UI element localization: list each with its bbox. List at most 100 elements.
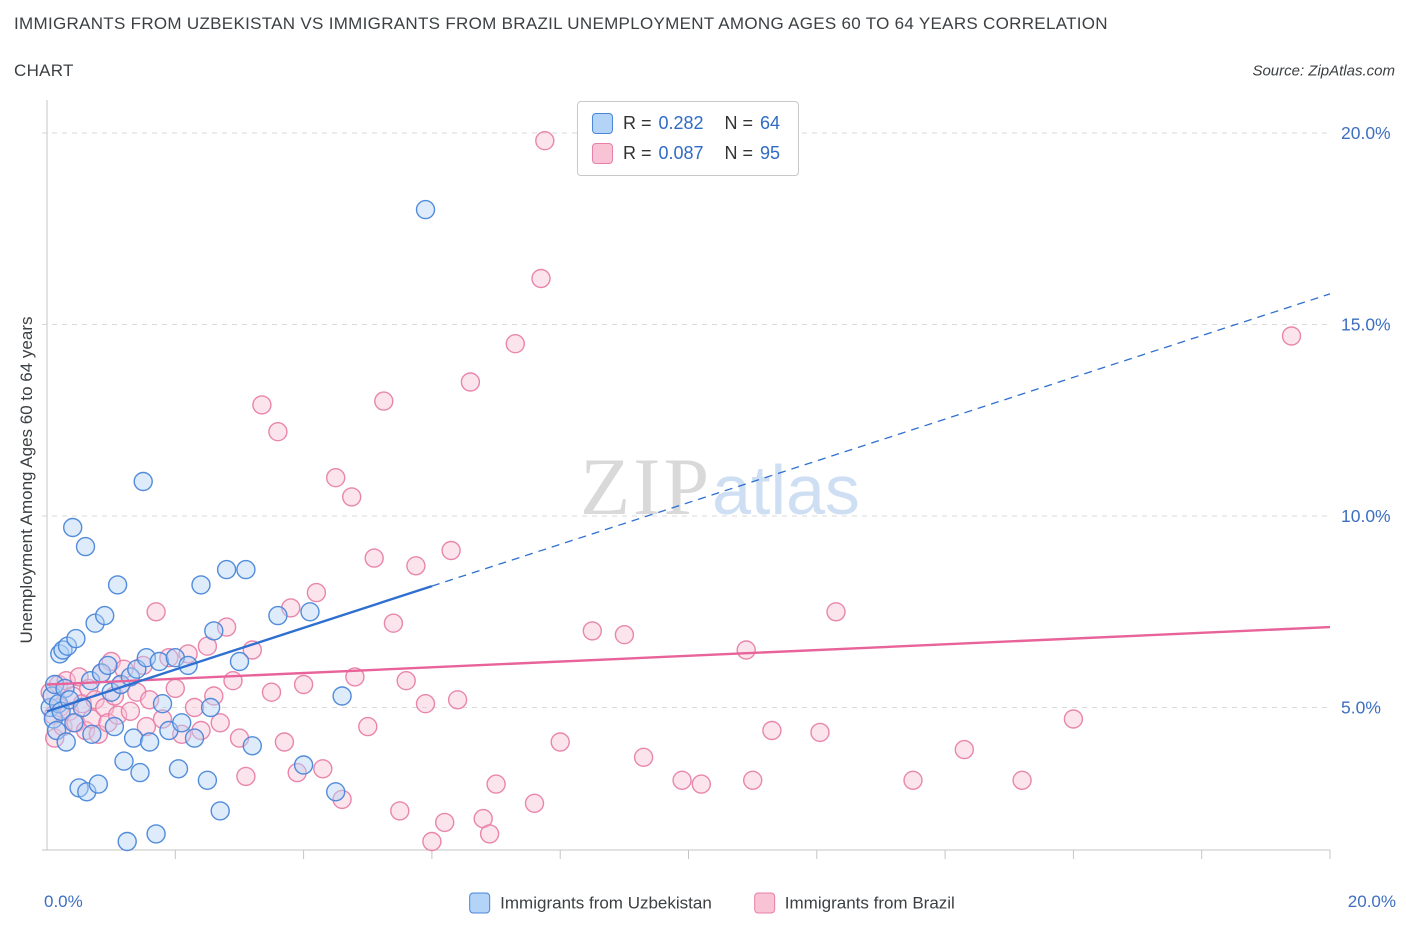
- scatter-point-uzbekistan: [88, 774, 109, 794]
- source-attribution: Source: ZipAtlas.com: [1252, 62, 1395, 80]
- scatter-point-uzbekistan: [104, 716, 125, 737]
- legend-item-brazil: Immigrants from Brazil: [753, 892, 955, 914]
- scatter-point-uzbekistan: [139, 732, 160, 752]
- scatter-point-uzbekistan: [66, 628, 86, 649]
- scatter-point-uzbekistan: [133, 471, 153, 492]
- scatter-point-uzbekistan: [200, 697, 221, 718]
- scatter-point-brazil: [633, 747, 654, 767]
- scatter-point-uzbekistan: [152, 694, 173, 714]
- scatter-point-brazil: [762, 720, 782, 741]
- r-value-brazil: 0.087: [658, 143, 704, 163]
- scatter-point-brazil: [159, 648, 179, 668]
- scatter-point-uzbekistan: [62, 517, 83, 538]
- scatter-point-uzbekistan: [191, 575, 211, 595]
- trend-line-brazil: [46, 625, 1331, 686]
- scatter-point-uzbekistan: [149, 651, 170, 672]
- scatter-point-uzbekistan: [171, 713, 192, 733]
- scatter-point-brazil: [826, 602, 846, 622]
- n-value-uzbekistan: 64: [760, 113, 781, 133]
- scatter-point-brazil: [313, 759, 333, 779]
- correlation-legend-row-brazil: R = 0.087 N = 95: [591, 143, 780, 164]
- scatter-point-uzbekistan: [94, 605, 115, 626]
- correlation-legend: R = 0.282 N = 64 R = 0.087 N = 95: [576, 101, 800, 176]
- scatter-point-brazil: [406, 556, 426, 576]
- scatter-point-brazil: [810, 722, 830, 743]
- scatter-point-brazil: [672, 770, 692, 790]
- n-label: N =: [724, 143, 753, 163]
- scatter-point-uzbekistan: [216, 559, 237, 580]
- legend-item-uzbekistan: Immigrants from Uzbekistan: [469, 892, 712, 914]
- scatter-point-brazil: [743, 770, 763, 790]
- legend-label-uzbekistan: Immigrants from Uzbekistan: [500, 893, 712, 912]
- y-tick-label: 15.0%: [1341, 315, 1391, 335]
- watermark-zip: ZIP: [580, 441, 713, 532]
- scatter-point-uzbekistan: [107, 575, 128, 595]
- scatter-point-brazil: [505, 334, 525, 354]
- scatter-point-uzbekistan: [293, 755, 314, 775]
- scatter-point-uzbekistan: [75, 536, 96, 557]
- scatter-point-brazil: [422, 831, 442, 852]
- scatter-point-brazil: [396, 671, 416, 691]
- uzbekistan-swatch-icon: [469, 892, 491, 914]
- scatter-point-brazil: [691, 774, 711, 794]
- scatter-point-uzbekistan: [146, 824, 166, 844]
- x-axis-min-label: 0.0%: [44, 892, 83, 911]
- scatter-point-brazil: [486, 774, 506, 794]
- scatter-point-brazil: [342, 487, 362, 507]
- scatter-point-uzbekistan: [332, 686, 352, 706]
- scatter-point-brazil: [136, 716, 157, 737]
- scatter-point-brazil: [287, 762, 307, 783]
- chart-title-line2: CHART: [14, 61, 74, 80]
- scatter-point-uzbekistan: [82, 724, 102, 744]
- scatter-point-brazil: [184, 697, 205, 718]
- scatter-point-brazil: [531, 268, 551, 289]
- scatter-point-uzbekistan: [85, 613, 105, 633]
- chart-title-line1: IMMIGRANTS FROM UZBEKISTAN VS IMMIGRANTS…: [14, 14, 1108, 33]
- y-tick-label: 10.0%: [1341, 506, 1391, 526]
- scatter-point-brazil: [390, 801, 410, 821]
- scatter-point-brazil: [524, 793, 545, 813]
- scatter-point-uzbekistan: [77, 782, 97, 802]
- scatter-point-brazil: [614, 625, 635, 645]
- scatter-point-uzbekistan: [98, 655, 118, 676]
- scatter-point-brazil: [236, 766, 256, 787]
- scatter-point-uzbekistan: [326, 782, 346, 802]
- series-legend: Immigrants from Uzbekistan Immigrants fr…: [469, 892, 955, 914]
- scatter-point-brazil: [435, 812, 455, 833]
- scatter-point-brazil: [582, 621, 602, 641]
- r-value-uzbekistan: 0.282: [658, 113, 704, 133]
- scatter-point-brazil: [306, 582, 327, 603]
- y-tick-label: 20.0%: [1341, 123, 1391, 143]
- scatter-point-uzbekistan: [117, 831, 137, 852]
- uzbekistan-swatch-icon: [591, 113, 613, 134]
- scatter-point-brazil: [204, 686, 224, 706]
- scatter-point-brazil: [374, 391, 394, 411]
- scatter-point-brazil: [479, 824, 500, 844]
- scatter-point-uzbekistan: [130, 762, 150, 783]
- scatter-point-brazil: [293, 674, 314, 695]
- scatter-point-brazil: [345, 667, 365, 687]
- scatter-point-brazil: [1012, 770, 1032, 790]
- scatter-point-uzbekistan: [268, 605, 288, 626]
- brazil-swatch-icon: [753, 892, 775, 914]
- scatter-point-brazil: [1063, 709, 1084, 729]
- n-label: N =: [724, 113, 753, 133]
- scatter-point-uzbekistan: [80, 671, 101, 691]
- scatter-point-uzbekistan: [114, 751, 134, 771]
- scatter-point-uzbekistan: [210, 801, 230, 821]
- correlation-legend-row-uzbekistan: R = 0.282 N = 64: [591, 113, 781, 134]
- scatter-point-uzbekistan: [415, 199, 436, 220]
- scatter-point-brazil: [332, 789, 352, 810]
- scatter-point-uzbekistan: [64, 713, 84, 733]
- scatter-point-brazil: [460, 372, 481, 392]
- scatter-point-brazil: [274, 732, 295, 752]
- scatter-point-uzbekistan: [300, 602, 320, 622]
- scatter-point-brazil: [252, 395, 272, 415]
- scatter-point-uzbekistan: [184, 728, 205, 748]
- scatter-point-uzbekistan: [204, 621, 224, 641]
- scatter-point-uzbekistan: [72, 697, 93, 718]
- scatter-point-uzbekistan: [123, 728, 144, 748]
- legend-label-brazil: Immigrants from Brazil: [784, 893, 955, 912]
